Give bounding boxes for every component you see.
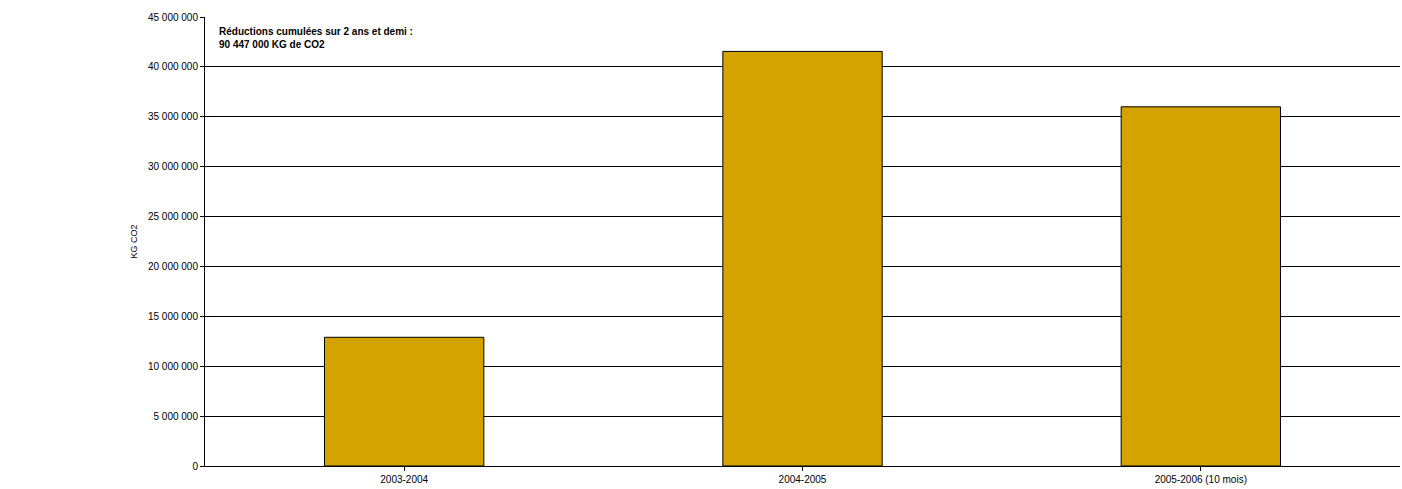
svg-text:Réductions cumulées sur 2 ans: Réductions cumulées sur 2 ans et demi :9… xyxy=(219,26,413,50)
svg-text:2004-2005: 2004-2005 xyxy=(779,474,827,485)
svg-text:20 000 000: 20 000 000 xyxy=(148,261,198,272)
svg-text:30 000 000: 30 000 000 xyxy=(148,161,198,172)
svg-text:25 000 000: 25 000 000 xyxy=(148,211,198,222)
svg-text:2003-2004: 2003-2004 xyxy=(380,474,428,485)
svg-text:10 000 000: 10 000 000 xyxy=(148,361,198,372)
svg-text:0: 0 xyxy=(192,461,198,472)
svg-text:35 000 000: 35 000 000 xyxy=(148,111,198,122)
svg-text:15 000 000: 15 000 000 xyxy=(148,311,198,322)
svg-text:5 000 000: 5 000 000 xyxy=(154,411,199,422)
svg-text:40 000 000: 40 000 000 xyxy=(148,61,198,72)
svg-text:45 000 000: 45 000 000 xyxy=(148,12,198,23)
svg-text:2005-2006 (10 mois): 2005-2006 (10 mois) xyxy=(1155,474,1247,485)
svg-text:KG CO2: KG CO2 xyxy=(129,224,139,258)
